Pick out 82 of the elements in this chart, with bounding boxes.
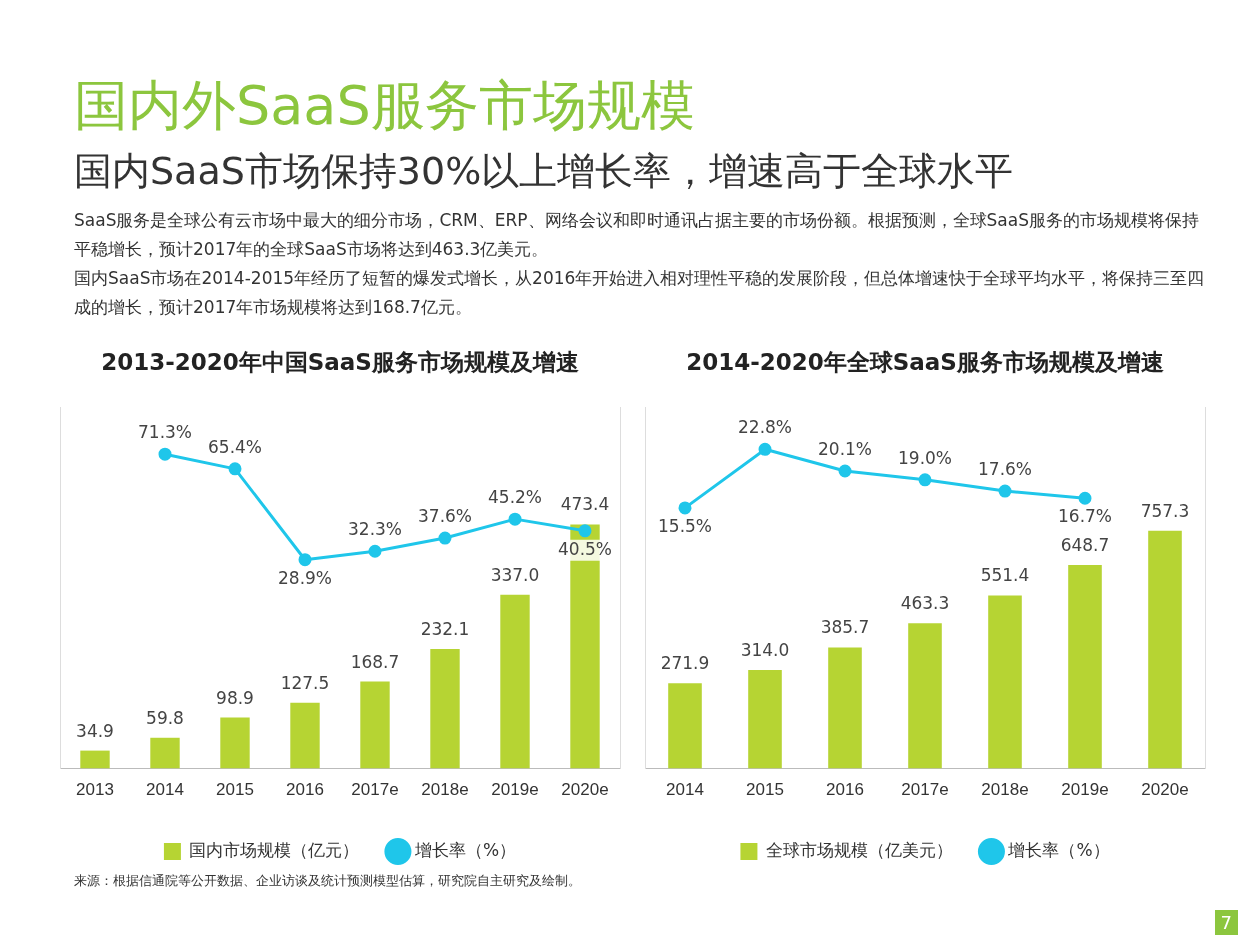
data-label: 34.9 bbox=[76, 720, 114, 741]
data-label: 17.6% bbox=[977, 458, 1033, 479]
point bbox=[158, 447, 172, 461]
source-note: 来源：根据信通院等公开数据、企业访谈及统计预测模型估算，研究院自主研究及绘制。 bbox=[74, 872, 582, 890]
bar bbox=[360, 681, 390, 769]
legend-label: 国内市场规模（亿元） bbox=[189, 839, 360, 860]
data-label: 337.0 bbox=[490, 564, 540, 585]
x-tick-label: 2016 bbox=[286, 780, 324, 800]
bar bbox=[500, 594, 530, 769]
text: 国内SaaS市场在2014-2015年经历了短暂的爆发式增长，从2016年开始进入相对理性平稳的发展阶段，但总体增速快于全球平均水平，将保持三至四成的增长，预计2017年市场规模将达到168.7亿元。 bbox=[74, 267, 1206, 319]
data-label: 648.7 bbox=[1060, 534, 1110, 555]
data-label: 15.5% bbox=[657, 515, 713, 536]
chart-title: 2014-2020年全球SaaS服务市场规模及增速 bbox=[686, 348, 1164, 375]
point bbox=[838, 464, 852, 478]
point bbox=[228, 462, 242, 476]
point bbox=[678, 501, 692, 515]
bar bbox=[828, 647, 862, 769]
data-label: 168.7 bbox=[350, 651, 400, 672]
bar bbox=[80, 750, 110, 769]
text: 国内外SaaS服务市场规模 bbox=[74, 73, 696, 139]
x-tick-label: 2013 bbox=[76, 780, 114, 800]
bar bbox=[430, 648, 460, 769]
text: SaaS服务是全球公有云市场中最大的细分市场，CRM、ERP、网络会议和即时通讯占据主要的市场份额。根据预测，全球SaaS服务的市场规模将保持平稳增长，预计2017年的全球SaaS市场将达到463.3亿美元。 bbox=[74, 209, 1200, 261]
x-tick-label: 2018e bbox=[981, 780, 1029, 800]
x-tick-label: 2014 bbox=[146, 780, 184, 800]
bar bbox=[1068, 564, 1102, 769]
x-tick-label: 2019e bbox=[491, 780, 539, 800]
legend-label: 增长率（%） bbox=[1007, 839, 1110, 860]
point bbox=[578, 524, 592, 538]
point bbox=[758, 442, 772, 456]
x-tick-label: 2017e bbox=[901, 780, 949, 800]
bar bbox=[668, 683, 702, 769]
data-label: 22.8% bbox=[737, 417, 793, 438]
data-label: 463.3 bbox=[900, 593, 950, 614]
point bbox=[508, 512, 522, 526]
x-tick-label: 2016 bbox=[826, 780, 864, 800]
legend-label: 全球市场规模（亿美元） bbox=[765, 839, 953, 860]
x-tick-label: 2018e bbox=[421, 780, 469, 800]
x-tick-label: 2014 bbox=[666, 780, 704, 800]
x-tick-label: 2020e bbox=[1141, 780, 1189, 800]
data-label: 757.3 bbox=[1140, 500, 1190, 521]
data-label: 28.9% bbox=[277, 567, 333, 588]
bar bbox=[1148, 530, 1182, 769]
legend-label: 增长率（%） bbox=[413, 839, 517, 860]
data-label: 37.6% bbox=[417, 505, 473, 526]
bar bbox=[748, 670, 782, 769]
bar bbox=[290, 702, 320, 769]
point bbox=[998, 484, 1012, 498]
data-label: 20.1% bbox=[817, 438, 873, 459]
data-label: 314.0 bbox=[740, 639, 790, 660]
data-label: 551.4 bbox=[980, 565, 1030, 586]
data-label: 127.5 bbox=[280, 672, 330, 693]
point bbox=[1078, 491, 1092, 505]
data-label: 19.0% bbox=[897, 447, 953, 468]
text: 7 bbox=[1214, 910, 1238, 935]
data-label: 32.3% bbox=[347, 519, 403, 540]
data-label: 71.3% bbox=[137, 422, 193, 443]
text: 国内SaaS市场保持30%以上增长率，增速高于全球水平 bbox=[74, 148, 1015, 195]
data-label: 45.2% bbox=[487, 487, 543, 508]
point bbox=[438, 531, 452, 545]
x-tick-label: 2015 bbox=[216, 780, 254, 800]
bar bbox=[220, 717, 250, 769]
data-label: 98.9 bbox=[216, 687, 254, 708]
data-label: 473.4 bbox=[560, 494, 610, 515]
data-label: 271.9 bbox=[660, 653, 710, 674]
bar bbox=[988, 595, 1022, 769]
data-label: 16.7% bbox=[1057, 506, 1113, 527]
data-label: 385.7 bbox=[820, 617, 870, 638]
bar bbox=[908, 623, 942, 769]
chart-title: 2013-2020年中国SaaS服务市场规模及增速 bbox=[101, 348, 579, 375]
data-label: 59.8 bbox=[146, 707, 184, 728]
bar bbox=[150, 737, 180, 769]
data-label: 40.5% bbox=[557, 538, 613, 559]
data-label: 232.1 bbox=[420, 618, 470, 639]
x-tick-label: 2015 bbox=[746, 780, 784, 800]
point bbox=[298, 553, 312, 567]
x-tick-label: 2019e bbox=[1061, 780, 1109, 800]
x-tick-label: 2020e bbox=[561, 780, 609, 800]
point bbox=[918, 473, 932, 487]
point bbox=[368, 544, 382, 558]
data-label: 65.4% bbox=[207, 436, 263, 457]
x-tick-label: 2017e bbox=[351, 780, 399, 800]
